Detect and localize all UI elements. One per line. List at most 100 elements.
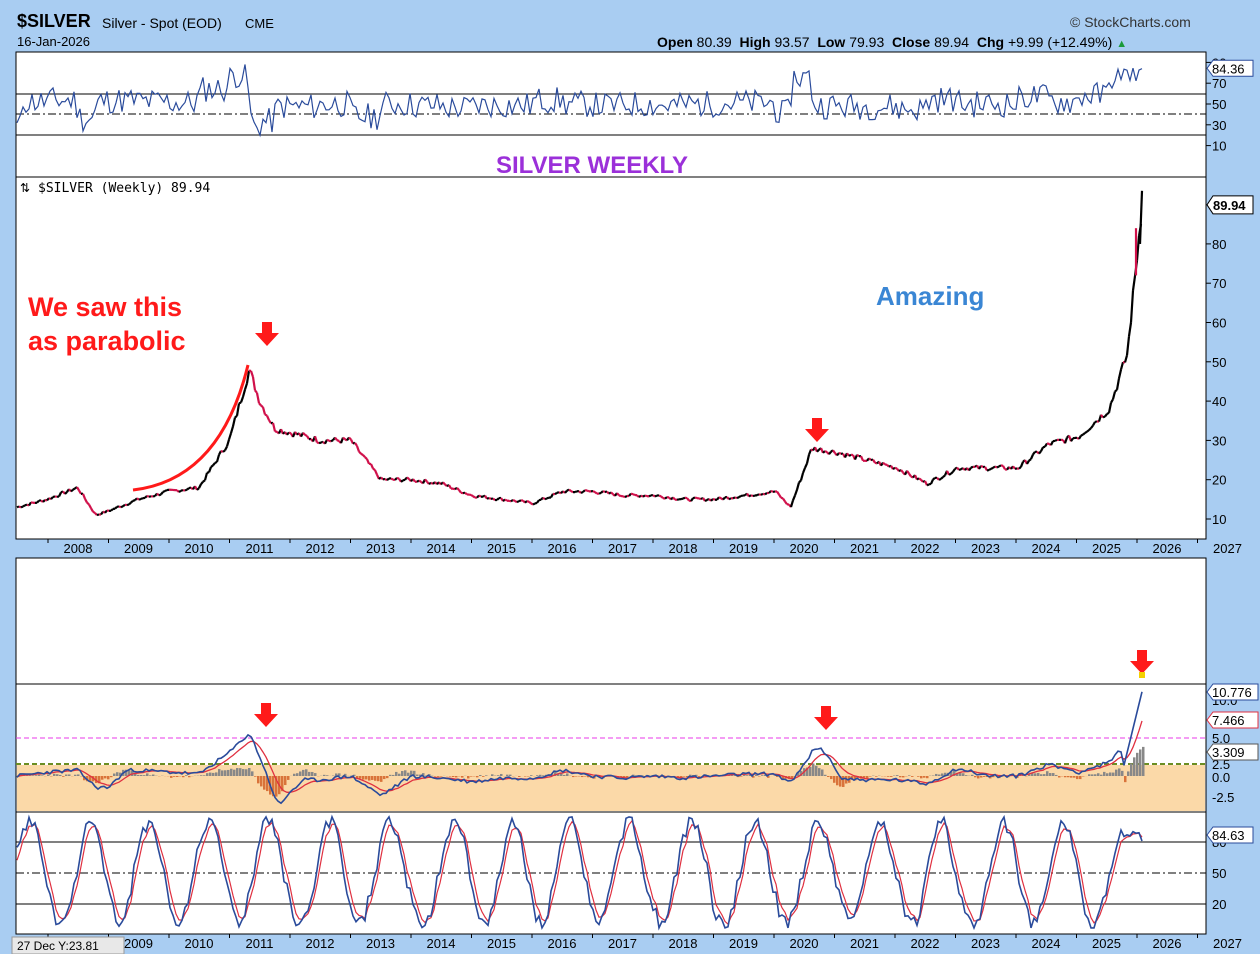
macd-histogram-bar — [698, 776, 701, 777]
price-segment — [428, 481, 432, 486]
macd-histogram-bar — [230, 768, 233, 776]
macd-histogram-bar — [107, 776, 110, 780]
year-tick-label: 2011 — [246, 541, 274, 556]
macd-histogram-bar — [731, 774, 734, 776]
price-segment — [886, 464, 890, 468]
price-segment — [708, 498, 712, 502]
price-segment — [926, 483, 930, 487]
price-segment — [255, 392, 261, 404]
year-tick-label: 2012 — [306, 936, 335, 951]
price-segment — [1127, 322, 1133, 337]
year-tick-label: 2009 — [124, 541, 153, 556]
price-segment — [1012, 465, 1016, 470]
price-segment — [60, 490, 64, 494]
price-segment — [776, 490, 780, 496]
macd-histogram-bar — [149, 775, 152, 776]
macd-histogram-bar — [1112, 772, 1115, 776]
macd-histogram-bar — [275, 776, 278, 797]
price-segment — [1129, 290, 1135, 323]
macd-histogram-bar — [917, 776, 920, 777]
price-segment — [522, 499, 526, 504]
price-segment — [36, 499, 40, 504]
macd-histogram-bar — [248, 768, 251, 776]
year-tick-label: 2025 — [1092, 541, 1121, 556]
macd-histogram-bar — [257, 776, 260, 784]
macd-histogram-bar — [980, 776, 983, 778]
price-segment — [176, 489, 180, 493]
price-segment — [20, 505, 24, 509]
macd-histogram-bar — [869, 776, 872, 777]
macd-histogram-bar — [920, 776, 923, 779]
annotation-line-1: We saw this — [28, 292, 182, 322]
price-segment — [630, 492, 634, 496]
price-segment — [644, 494, 648, 498]
price-segment — [726, 496, 730, 501]
year-tick-label: 2011 — [246, 936, 274, 951]
price-segment — [698, 497, 702, 501]
price-segment — [658, 494, 662, 498]
rsi-tick-label: 10 — [1212, 139, 1226, 154]
price-segment — [229, 426, 235, 434]
macd-histogram-bar — [1142, 746, 1145, 776]
price-segment — [18, 505, 22, 509]
price-segment — [516, 500, 520, 504]
macd-histogram-bar — [854, 776, 857, 781]
macd-histogram-bar — [125, 769, 128, 776]
macd-histogram-bar — [263, 776, 266, 790]
price-segment — [464, 491, 468, 496]
macd-histogram-bar — [971, 774, 974, 776]
price-segment — [638, 494, 642, 498]
price-tick-label: 50 — [1212, 355, 1226, 370]
price-segment — [100, 510, 104, 516]
macd-histogram-bar — [407, 772, 410, 776]
year-axis-bottom: 2008200920102011201220132014201520162017… — [47, 934, 1242, 951]
price-segment — [26, 503, 30, 507]
price-segment — [128, 501, 132, 506]
macd-histogram-bar — [254, 776, 257, 777]
macd-histogram-bar — [221, 770, 224, 776]
parabolic-curve — [132, 364, 250, 492]
price-segment — [261, 406, 267, 415]
macd-histogram-bar — [782, 776, 785, 780]
year-tick-label: 2012 — [306, 541, 335, 556]
macd-histogram-bar — [356, 776, 359, 779]
macd-histogram-bar — [737, 776, 740, 778]
price-segment — [24, 503, 28, 507]
macd-current-box — [1206, 711, 1259, 729]
macd-histogram-bar — [965, 775, 968, 776]
price-segment — [822, 450, 826, 454]
price-segment — [598, 491, 602, 495]
year-tick-label: 2023 — [971, 936, 1000, 951]
macd-histogram-bar — [131, 770, 134, 776]
price-segment — [1117, 369, 1123, 379]
year-tick-label: 2016 — [548, 541, 577, 556]
price-segment — [492, 497, 496, 501]
price-segment — [1082, 432, 1086, 436]
price-segment — [1088, 427, 1092, 431]
price-segment — [810, 448, 814, 452]
price-segment — [746, 492, 750, 498]
cursor-readout: 27 Dec Y:23.81 — [11, 936, 125, 954]
macd-histogram-bar — [152, 774, 155, 776]
price-segment — [832, 449, 836, 454]
macd-histogram-bar — [62, 776, 65, 777]
price-segment — [784, 500, 788, 505]
price-segment — [76, 486, 80, 492]
price-segment — [220, 449, 224, 453]
macd-histogram-bar — [203, 775, 206, 776]
macd-histogram-bar — [101, 776, 104, 780]
macd-histogram-bar — [440, 776, 443, 777]
price-segment — [390, 477, 394, 481]
macd-histogram-bar — [689, 774, 692, 776]
macd-histogram-bar — [1100, 774, 1103, 776]
macd-current-label: 3.309 — [1212, 745, 1245, 760]
price-segment — [654, 494, 658, 498]
price-segment — [758, 493, 762, 496]
macd-histogram-bar — [188, 776, 191, 778]
stochastic-d-line — [16, 819, 1143, 926]
price-segment — [789, 500, 795, 508]
macd-histogram-bar — [560, 772, 563, 776]
price-segment — [1135, 235, 1141, 261]
stochastic-current-label: 84.63 — [1212, 828, 1245, 843]
arrow-down-icon-2020 — [805, 418, 829, 442]
